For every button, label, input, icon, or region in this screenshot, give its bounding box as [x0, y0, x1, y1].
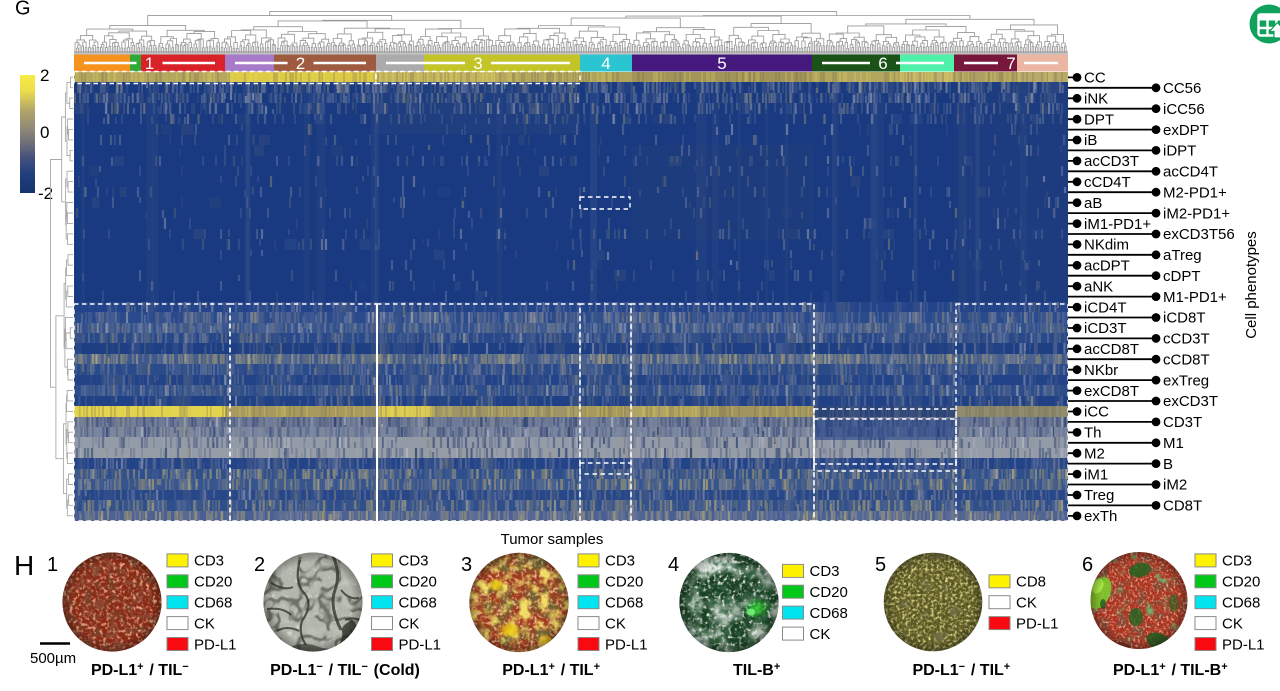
svg-text:PD-L1+ / TIL+: PD-L1+ / TIL+ [502, 661, 601, 679]
svg-text:CD3: CD3 [194, 553, 224, 570]
svg-text:CD68: CD68 [1222, 595, 1260, 612]
svg-text:6: 6 [878, 54, 887, 73]
svg-text:4: 4 [668, 554, 679, 576]
svg-text:CD20: CD20 [1222, 574, 1260, 591]
svg-text:CD8: CD8 [1016, 574, 1046, 591]
svg-text:PD-L1: PD-L1 [194, 636, 237, 653]
svg-text:acDPT: acDPT [1084, 258, 1130, 275]
svg-text:1: 1 [145, 54, 154, 73]
svg-text:exDPT: exDPT [1163, 122, 1209, 139]
svg-text:CK: CK [605, 615, 626, 632]
svg-text:4: 4 [601, 54, 610, 73]
svg-text:cCD3T: cCD3T [1163, 331, 1210, 348]
svg-text:CC56: CC56 [1163, 80, 1201, 97]
svg-text:PD-L1: PD-L1 [399, 636, 442, 653]
svg-text:iM2-PD1+: iM2-PD1+ [1163, 205, 1230, 222]
svg-text:exCD8T: exCD8T [1084, 383, 1139, 400]
svg-text:0: 0 [40, 123, 49, 142]
svg-text:CK: CK [399, 615, 420, 632]
svg-text:CD8T: CD8T [1163, 498, 1202, 515]
svg-text:M2: M2 [1084, 445, 1105, 462]
svg-text:Cell phenotypes: Cell phenotypes [1243, 231, 1260, 339]
svg-text:aTreg: aTreg [1163, 247, 1202, 264]
svg-text:iDPT: iDPT [1163, 143, 1196, 160]
svg-text:3: 3 [461, 554, 472, 576]
svg-text:iM2: iM2 [1163, 477, 1187, 494]
svg-text:CC: CC [1084, 70, 1106, 87]
svg-text:CD3: CD3 [1222, 553, 1252, 570]
svg-text:H: H [14, 550, 34, 581]
svg-text:iCD8T: iCD8T [1163, 310, 1206, 327]
svg-text:PD-L1− / TIL− (Cold): PD-L1− / TIL− (Cold) [270, 661, 420, 679]
svg-text:iM1: iM1 [1084, 466, 1108, 483]
svg-text:iM1-PD1+: iM1-PD1+ [1084, 216, 1151, 233]
svg-text:CD68: CD68 [399, 595, 437, 612]
svg-text:Treg: Treg [1084, 487, 1114, 504]
svg-text:CD3: CD3 [810, 563, 840, 580]
svg-text:B: B [1163, 456, 1173, 473]
svg-text:CD68: CD68 [194, 595, 232, 612]
svg-text:CD20: CD20 [194, 574, 232, 591]
svg-text:exCD3T56: exCD3T56 [1163, 226, 1235, 243]
svg-text:2: 2 [296, 54, 305, 73]
svg-text:5: 5 [717, 54, 726, 73]
svg-text:6: 6 [1082, 554, 1093, 576]
svg-text:CD3: CD3 [605, 553, 635, 570]
svg-text:TIL-B+: TIL-B+ [733, 661, 782, 679]
svg-text:CD68: CD68 [605, 595, 643, 612]
svg-text:CK: CK [194, 615, 215, 632]
svg-text:7: 7 [1006, 54, 1015, 73]
svg-text:CK: CK [810, 626, 831, 643]
svg-text:PD-L1− / TIL+: PD-L1− / TIL+ [912, 661, 1011, 679]
svg-text:cDPT: cDPT [1163, 268, 1201, 285]
svg-text:1: 1 [47, 554, 58, 576]
svg-text:CD68: CD68 [810, 605, 848, 622]
svg-text:CK: CK [1222, 615, 1243, 632]
svg-text:CK: CK [1016, 595, 1037, 612]
svg-text:CD3: CD3 [399, 553, 429, 570]
svg-text:G: G [15, 0, 31, 20]
svg-text:acCD8T: acCD8T [1084, 341, 1139, 358]
svg-text:PD-L1+ / TIL−: PD-L1+ / TIL− [91, 661, 190, 679]
svg-text:Th: Th [1084, 425, 1102, 442]
svg-text:M1: M1 [1163, 435, 1184, 452]
svg-text:iCC: iCC [1084, 404, 1109, 421]
svg-text:CD20: CD20 [810, 584, 848, 601]
svg-text:CD20: CD20 [605, 574, 643, 591]
svg-text:DPT: DPT [1084, 111, 1114, 128]
svg-text:3: 3 [473, 54, 482, 73]
svg-text:iB: iB [1084, 132, 1097, 149]
svg-text:iCD3T: iCD3T [1084, 320, 1127, 337]
svg-text:cCD4T: cCD4T [1084, 174, 1131, 191]
svg-text:iCD4T: iCD4T [1084, 299, 1127, 316]
svg-text:NKbr: NKbr [1084, 362, 1118, 379]
svg-text:cCD8T: cCD8T [1163, 351, 1210, 368]
svg-text:2: 2 [254, 554, 265, 576]
svg-text:M2-PD1+: M2-PD1+ [1163, 184, 1227, 201]
svg-text:NKdim: NKdim [1084, 237, 1129, 254]
svg-text:M1-PD1+: M1-PD1+ [1163, 289, 1227, 306]
svg-text:aNK: aNK [1084, 278, 1113, 295]
svg-text:Tumor samples: Tumor samples [501, 531, 604, 548]
svg-text:PD-L1+ / TIL-B+: PD-L1+ / TIL-B+ [1113, 661, 1229, 679]
svg-text:aB: aB [1084, 195, 1102, 212]
svg-text:PD-L1: PD-L1 [605, 636, 648, 653]
svg-text:2: 2 [40, 66, 49, 85]
svg-text:exTreg: exTreg [1163, 372, 1209, 389]
svg-text:PD-L1: PD-L1 [1016, 615, 1059, 632]
svg-text:-2: -2 [38, 184, 53, 203]
svg-text:iNK: iNK [1084, 91, 1108, 108]
svg-text:acCD4T: acCD4T [1163, 164, 1218, 181]
svg-text:iCC56: iCC56 [1163, 101, 1205, 118]
svg-text:500µm: 500µm [30, 650, 76, 667]
svg-text:acCD3T: acCD3T [1084, 153, 1139, 170]
svg-text:CD3T: CD3T [1163, 414, 1202, 431]
svg-text:5: 5 [875, 554, 886, 576]
svg-text:CD20: CD20 [399, 574, 437, 591]
svg-text:exTh: exTh [1084, 508, 1117, 525]
svg-text:PD-L1: PD-L1 [1222, 636, 1265, 653]
svg-text:exCD3T: exCD3T [1163, 393, 1218, 410]
